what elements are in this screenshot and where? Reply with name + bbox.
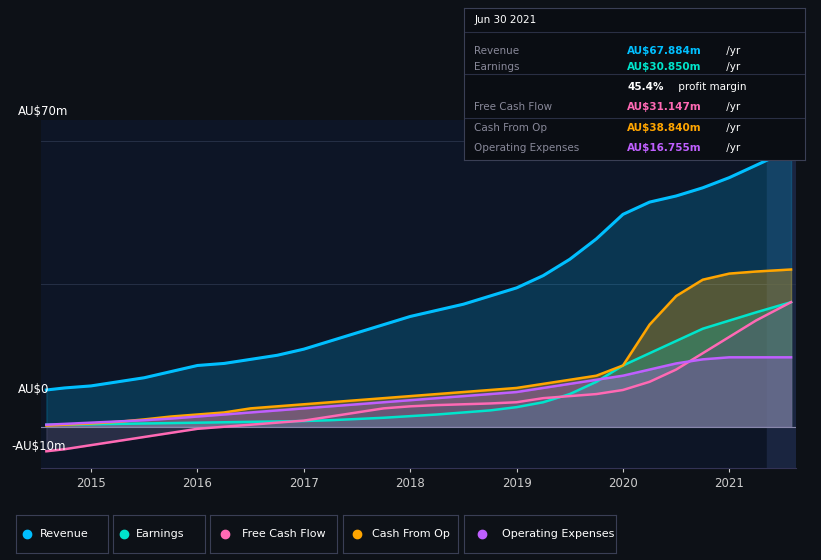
- Text: /yr: /yr: [722, 102, 740, 111]
- Text: Operating Expenses: Operating Expenses: [502, 529, 614, 539]
- Text: AU$16.755m: AU$16.755m: [627, 143, 702, 153]
- Text: 45.4%: 45.4%: [627, 82, 664, 92]
- Text: /yr: /yr: [722, 46, 740, 56]
- Text: Cash From Op: Cash From Op: [474, 123, 547, 133]
- Text: Revenue: Revenue: [39, 529, 88, 539]
- Text: AU$38.840m: AU$38.840m: [627, 123, 702, 133]
- Text: AU$31.147m: AU$31.147m: [627, 102, 702, 111]
- Bar: [767, 120, 796, 468]
- Text: Jun 30 2021: Jun 30 2021: [474, 15, 536, 25]
- Text: /yr: /yr: [722, 143, 740, 153]
- Text: Earnings: Earnings: [474, 62, 520, 72]
- Text: -AU$10m: -AU$10m: [11, 440, 66, 452]
- Text: AU$30.850m: AU$30.850m: [627, 62, 702, 72]
- Text: /yr: /yr: [722, 123, 740, 133]
- Text: Revenue: Revenue: [474, 46, 519, 56]
- Text: Cash From Op: Cash From Op: [372, 529, 450, 539]
- Text: Free Cash Flow: Free Cash Flow: [242, 529, 326, 539]
- Text: profit margin: profit margin: [675, 82, 746, 92]
- Text: Free Cash Flow: Free Cash Flow: [474, 102, 553, 111]
- Text: AU$70m: AU$70m: [18, 105, 68, 118]
- Text: AU$67.884m: AU$67.884m: [627, 46, 702, 56]
- Text: /yr: /yr: [722, 62, 740, 72]
- Text: Operating Expenses: Operating Expenses: [474, 143, 580, 153]
- Text: AU$0: AU$0: [18, 382, 49, 396]
- Text: Earnings: Earnings: [136, 529, 185, 539]
